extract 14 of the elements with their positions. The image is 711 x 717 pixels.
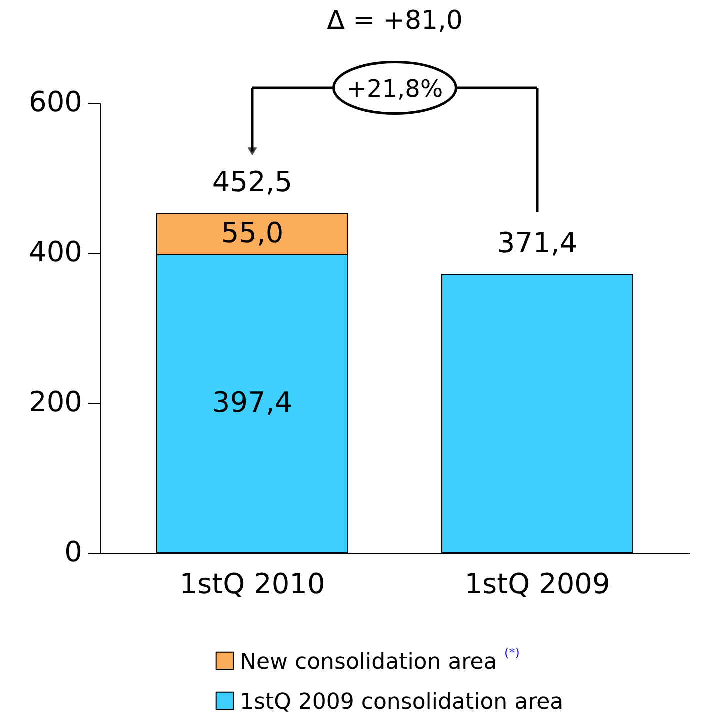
total-label: 452,5 [212, 166, 293, 199]
y-tick-label: 0 [64, 536, 82, 568]
data-label: 397,4 [212, 386, 293, 419]
y-tick-label: 400 [29, 236, 82, 268]
x-tick-label: 1stQ 2010 [180, 568, 326, 600]
x-tick-label: 1stQ 2009 [464, 568, 610, 600]
text: Δ = +81,0 [327, 6, 463, 36]
y-tick-label: 600 [29, 86, 82, 118]
legend-label: New consolidation area (*) [240, 646, 520, 675]
data-label: 55,0 [221, 216, 284, 250]
y-tick-label: 200 [29, 386, 82, 418]
legend-label: 1stQ 2009 consolidation area [240, 690, 564, 715]
total-label: 371,4 [497, 226, 578, 260]
text: +21,8% [346, 75, 444, 103]
